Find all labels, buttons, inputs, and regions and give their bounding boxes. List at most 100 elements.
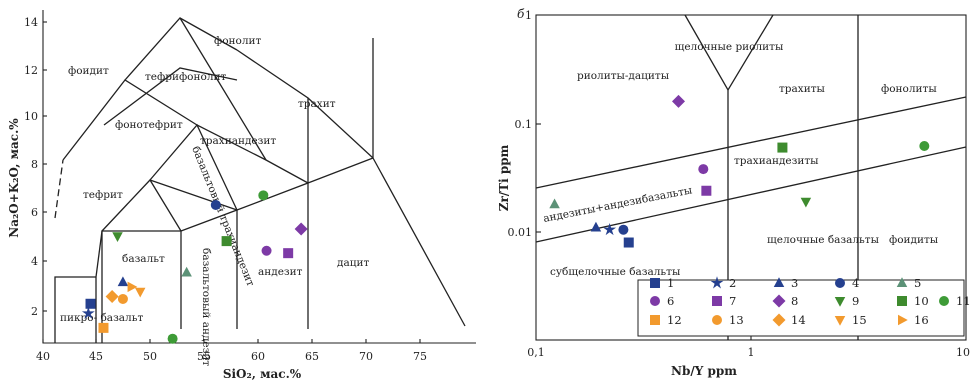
legend-label-1: 1 bbox=[667, 276, 674, 290]
tas-field-picrobasalt: пикро- базальт bbox=[60, 312, 143, 324]
legend-marker-4 bbox=[835, 278, 845, 288]
tas-field-dacite: дацит bbox=[337, 257, 369, 269]
tas-point-4-3 bbox=[210, 199, 221, 210]
legend-marker-9 bbox=[834, 297, 846, 307]
tas-point-16-16 bbox=[127, 281, 138, 293]
tas-ytick-1: 4 bbox=[31, 255, 38, 268]
tas-field-tephrite: тефрит bbox=[83, 189, 123, 201]
tas-xtick-0: 40 bbox=[36, 350, 50, 363]
tas-xtick-4: 60 bbox=[251, 350, 265, 363]
wf-field-subalkaline-basalts: субщелочные базальты bbox=[550, 266, 680, 278]
wf-y-axis-label: Zr/Ti ppm bbox=[497, 144, 511, 211]
legend-label-13: 13 bbox=[729, 313, 744, 327]
wf-xtick-1: 1 bbox=[748, 346, 755, 359]
legend-label-10: 10 bbox=[914, 294, 929, 308]
legend-label-8: 8 bbox=[791, 294, 798, 308]
legend-label-3: 3 bbox=[791, 276, 798, 290]
tas-point-8-7 bbox=[294, 222, 308, 236]
tas-point-12-12 bbox=[98, 322, 109, 333]
legend-label-16: 16 bbox=[914, 313, 929, 327]
legend-marker-13 bbox=[712, 315, 722, 325]
tas-panel: 40 45 50 55 60 65 70 75 2 4 6 8 10 12 14… bbox=[7, 10, 476, 381]
tas-y-ticks bbox=[43, 21, 47, 312]
legend-marker-8 bbox=[772, 294, 786, 308]
tas-point-2-1 bbox=[81, 306, 95, 319]
legend-marker-12 bbox=[650, 315, 660, 325]
wf-xtick-2: 10 bbox=[956, 346, 970, 359]
tas-point-14-14 bbox=[105, 290, 119, 304]
tas-ytick-6: 14 bbox=[24, 16, 38, 29]
tas-field-tephriphonolite: тефрифонолит bbox=[145, 71, 226, 83]
legend-label-5: 5 bbox=[914, 276, 921, 290]
tas-point-10-9 bbox=[221, 236, 232, 247]
tas-xtick-6: 70 bbox=[359, 350, 373, 363]
legend-marker-16 bbox=[898, 314, 908, 326]
tas-field-phonolite: фонолит bbox=[214, 35, 262, 47]
tas-ytick-3: 8 bbox=[31, 158, 38, 171]
tas-field-andesite: андезит bbox=[258, 266, 303, 278]
tas-point-7-6 bbox=[283, 248, 294, 259]
wf-point-8-7 bbox=[671, 94, 685, 108]
tas-field-trachyte: трахит bbox=[298, 98, 336, 110]
wf-point-1-0 bbox=[623, 237, 634, 248]
tas-ytick-4: 10 bbox=[24, 110, 38, 123]
tas-x-axis-label: SiO₂, мас.% bbox=[223, 367, 302, 381]
tas-point-11-11 bbox=[167, 333, 178, 344]
wf-ytick-2: 1 bbox=[525, 9, 532, 22]
tas-point-6-5 bbox=[261, 245, 272, 256]
wf-field-andesites-basaltic-andesites: андезиты+андезибазальты bbox=[542, 184, 693, 225]
wf-point-11-10 bbox=[919, 141, 930, 152]
wf-field-trachytes: трахиты bbox=[779, 83, 825, 95]
legend-marker-2 bbox=[710, 276, 724, 289]
tas-point-1-0 bbox=[85, 298, 96, 309]
wf-field-phonolites: фонолиты bbox=[881, 83, 937, 95]
legend-label-15: 15 bbox=[852, 313, 867, 327]
legend-label-4: 4 bbox=[852, 276, 859, 290]
tas-data-points bbox=[81, 190, 308, 344]
legend-label-12: 12 bbox=[667, 313, 682, 327]
wf-point-4-3 bbox=[618, 224, 629, 235]
wf-point-10-9 bbox=[777, 142, 788, 153]
legend-box bbox=[637, 279, 965, 337]
tas-xtick-5: 65 bbox=[305, 350, 319, 363]
tas-point-15-15 bbox=[134, 287, 146, 298]
wf-ytick-1: 0.1 bbox=[515, 118, 533, 131]
tas-ytick-2: 6 bbox=[31, 206, 38, 219]
tas-xtick-3: 55 bbox=[197, 350, 211, 363]
tas-xtick-1: 45 bbox=[89, 350, 103, 363]
tas-field-trachyandesite: трахиандезит bbox=[200, 135, 276, 147]
tas-axes bbox=[42, 10, 476, 344]
wf-point-2-1 bbox=[603, 222, 617, 236]
tas-ytick-0: 2 bbox=[31, 305, 38, 318]
wf-field-foidites: фоидиты bbox=[889, 234, 938, 246]
tas-field-basaltic-trachyandesite: базальтовый трахиандезит bbox=[189, 145, 256, 289]
wf-field-rhyolites-dacites: риолиты-дациты bbox=[577, 70, 669, 82]
wf-point-3-2 bbox=[590, 221, 602, 232]
tas-point-13-13 bbox=[117, 293, 128, 304]
tas-point-5-4 bbox=[181, 266, 192, 277]
wf-point-6-5 bbox=[698, 164, 709, 175]
wf-point-9-8 bbox=[800, 197, 812, 208]
tas-y-axis-label: Na₂O+K₂O, мас.% bbox=[7, 118, 21, 238]
tas-field-phonotephrite: фонотефрит bbox=[115, 119, 183, 131]
tas-xtick-2: 50 bbox=[143, 350, 157, 363]
tas-x-ticks bbox=[42, 339, 421, 343]
legend-marker-7 bbox=[712, 296, 722, 306]
wf-field-alkali-rhyolites: щелочные риолиты bbox=[675, 41, 784, 53]
wf-ytick-0: 0.01 bbox=[508, 226, 533, 239]
legend-marker-15 bbox=[834, 316, 846, 326]
legend-marker-1 bbox=[650, 278, 660, 288]
tas-field-basaltic-andesite: базальтовый андезит bbox=[200, 248, 212, 366]
wf-point-5-4 bbox=[549, 198, 560, 209]
legend-label-14: 14 bbox=[791, 313, 806, 327]
tas-ytick-5: 12 bbox=[24, 64, 38, 77]
legend-label-7: 7 bbox=[729, 294, 736, 308]
wf-xtick-0: 0,1 bbox=[527, 346, 545, 359]
wf-x-axis-label: Nb/Y ppm bbox=[671, 364, 737, 378]
wf-field-trachyandesites: трахиандезиты bbox=[734, 155, 819, 167]
legend-marker-6 bbox=[650, 296, 660, 306]
tas-field-foidite: фоидит bbox=[68, 65, 109, 77]
legend-label-6: 6 bbox=[667, 294, 674, 308]
